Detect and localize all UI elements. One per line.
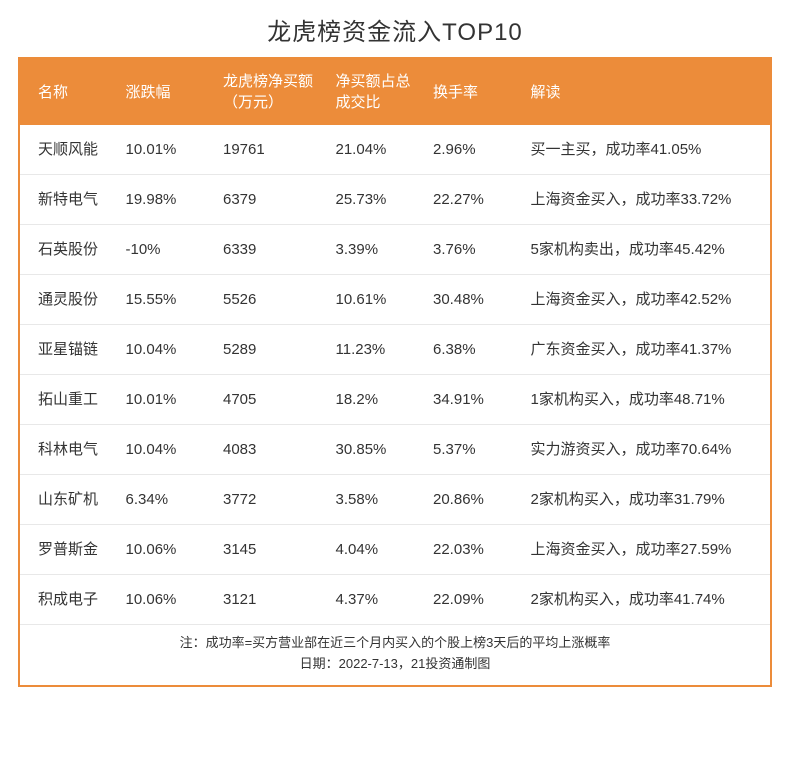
cell-turnover: 5.37% [425, 425, 523, 475]
cell-interpret: 实力游资买入，成功率70.64% [523, 425, 771, 475]
table-row: 山东矿机6.34%37723.58%20.86%2家机构买入，成功率31.79% [20, 475, 770, 525]
cell-interpret: 买一主买，成功率41.05% [523, 125, 771, 175]
cell-name: 积成电子 [20, 575, 118, 625]
table-header-row: 名称 涨跌幅 龙虎榜净买额（万元） 净买额占总成交比 换手率 解读 [20, 59, 770, 125]
table-container: 名称 涨跌幅 龙虎榜净买额（万元） 净买额占总成交比 换手率 解读 天顺风能10… [18, 57, 772, 687]
cell-ratio: 30.85% [328, 425, 426, 475]
cell-turnover: 2.96% [425, 125, 523, 175]
table-row: 拓山重工10.01%470518.2%34.91%1家机构买入，成功率48.71… [20, 375, 770, 425]
col-header-interpret: 解读 [523, 59, 771, 125]
cell-turnover: 22.03% [425, 525, 523, 575]
cell-netbuy: 6379 [215, 175, 328, 225]
cell-turnover: 6.38% [425, 325, 523, 375]
cell-interpret: 上海资金买入，成功率27.59% [523, 525, 771, 575]
cell-ratio: 21.04% [328, 125, 426, 175]
cell-turnover: 22.27% [425, 175, 523, 225]
cell-name: 拓山重工 [20, 375, 118, 425]
cell-netbuy: 19761 [215, 125, 328, 175]
cell-netbuy: 4705 [215, 375, 328, 425]
col-header-name: 名称 [20, 59, 118, 125]
cell-netbuy: 5289 [215, 325, 328, 375]
table-footer: 注：成功率=买方营业部在近三个月内买入的个股上榜3天后的平均上涨概率 日期：20… [20, 624, 770, 685]
table-row: 积成电子10.06%31214.37%22.09%2家机构买入，成功率41.74… [20, 575, 770, 625]
cell-turnover: 30.48% [425, 275, 523, 325]
inflow-table: 名称 涨跌幅 龙虎榜净买额（万元） 净买额占总成交比 换手率 解读 天顺风能10… [20, 59, 770, 624]
cell-netbuy: 5526 [215, 275, 328, 325]
table-row: 天顺风能10.01%1976121.04%2.96%买一主买，成功率41.05% [20, 125, 770, 175]
cell-ratio: 18.2% [328, 375, 426, 425]
cell-ratio: 3.58% [328, 475, 426, 525]
table-row: 新特电气19.98%637925.73%22.27%上海资金买入，成功率33.7… [20, 175, 770, 225]
cell-netbuy: 3772 [215, 475, 328, 525]
cell-turnover: 34.91% [425, 375, 523, 425]
cell-ratio: 10.61% [328, 275, 426, 325]
footer-date: 日期：2022-7-13，21投资通制图 [20, 654, 770, 675]
cell-netbuy: 3121 [215, 575, 328, 625]
table-row: 科林电气10.04%408330.85%5.37%实力游资买入，成功率70.64… [20, 425, 770, 475]
cell-change: 19.98% [118, 175, 216, 225]
cell-name: 亚星锚链 [20, 325, 118, 375]
cell-change: 15.55% [118, 275, 216, 325]
cell-ratio: 25.73% [328, 175, 426, 225]
cell-turnover: 22.09% [425, 575, 523, 625]
cell-change: 10.06% [118, 575, 216, 625]
cell-netbuy: 4083 [215, 425, 328, 475]
cell-name: 通灵股份 [20, 275, 118, 325]
page-title: 龙虎榜资金流入TOP10 [18, 12, 772, 47]
cell-interpret: 上海资金买入，成功率42.52% [523, 275, 771, 325]
table-row: 亚星锚链10.04%528911.23%6.38%广东资金买入，成功率41.37… [20, 325, 770, 375]
cell-change: 10.01% [118, 125, 216, 175]
table-row: 石英股份-10%63393.39%3.76%5家机构卖出，成功率45.42% [20, 225, 770, 275]
cell-turnover: 20.86% [425, 475, 523, 525]
cell-name: 石英股份 [20, 225, 118, 275]
cell-name: 罗普斯金 [20, 525, 118, 575]
cell-change: 10.04% [118, 425, 216, 475]
col-header-netbuy: 龙虎榜净买额（万元） [215, 59, 328, 125]
cell-interpret: 上海资金买入，成功率33.72% [523, 175, 771, 225]
cell-change: 10.01% [118, 375, 216, 425]
table-row: 通灵股份15.55%552610.61%30.48%上海资金买入，成功率42.5… [20, 275, 770, 325]
table-row: 罗普斯金10.06%31454.04%22.03%上海资金买入，成功率27.59… [20, 525, 770, 575]
cell-change: 10.06% [118, 525, 216, 575]
col-header-ratio: 净买额占总成交比 [328, 59, 426, 125]
cell-ratio: 3.39% [328, 225, 426, 275]
col-header-turnover: 换手率 [425, 59, 523, 125]
cell-interpret: 1家机构买入，成功率48.71% [523, 375, 771, 425]
cell-ratio: 4.37% [328, 575, 426, 625]
cell-interpret: 广东资金买入，成功率41.37% [523, 325, 771, 375]
footer-note: 注：成功率=买方营业部在近三个月内买入的个股上榜3天后的平均上涨概率 [20, 633, 770, 654]
cell-turnover: 3.76% [425, 225, 523, 275]
cell-interpret: 5家机构卖出，成功率45.42% [523, 225, 771, 275]
cell-netbuy: 3145 [215, 525, 328, 575]
cell-change: 6.34% [118, 475, 216, 525]
cell-change: -10% [118, 225, 216, 275]
cell-name: 天顺风能 [20, 125, 118, 175]
cell-change: 10.04% [118, 325, 216, 375]
cell-name: 新特电气 [20, 175, 118, 225]
cell-interpret: 2家机构买入，成功率31.79% [523, 475, 771, 525]
cell-name: 山东矿机 [20, 475, 118, 525]
cell-interpret: 2家机构买入，成功率41.74% [523, 575, 771, 625]
cell-name: 科林电气 [20, 425, 118, 475]
col-header-change: 涨跌幅 [118, 59, 216, 125]
cell-ratio: 11.23% [328, 325, 426, 375]
cell-ratio: 4.04% [328, 525, 426, 575]
table-body: 天顺风能10.01%1976121.04%2.96%买一主买，成功率41.05%… [20, 125, 770, 624]
cell-netbuy: 6339 [215, 225, 328, 275]
